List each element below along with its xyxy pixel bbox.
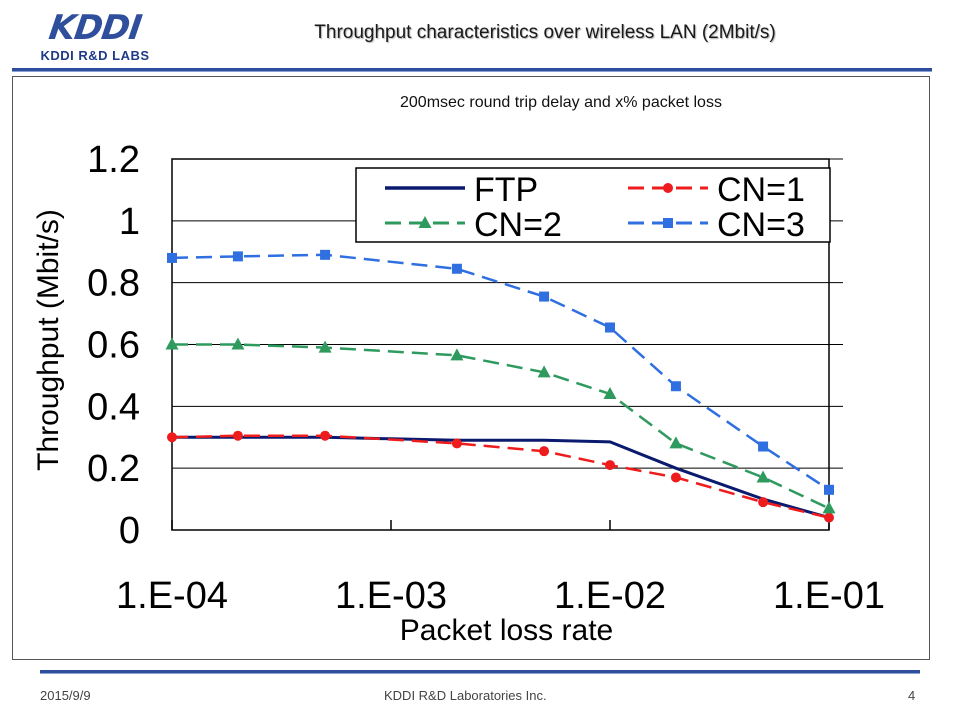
footer-divider-thin: [40, 673, 920, 674]
legend-marker-cn3: [663, 218, 673, 228]
x-tick-label: 1.E-02: [554, 575, 666, 617]
data-point-cn1: [758, 497, 769, 508]
data-point-cn3: [670, 381, 681, 392]
data-point-cn1: [824, 512, 834, 523]
footer-date: 2015/9/9: [40, 688, 91, 703]
legend-label-cn2: CN=2: [474, 206, 562, 244]
y-tick-label: 0.4: [87, 386, 140, 428]
data-point-cn2: [231, 337, 245, 350]
data-point-cn3: [824, 484, 834, 495]
data-point-cn3: [167, 252, 177, 263]
data-point-cn2: [450, 348, 464, 361]
series-line-cn3: [171, 253, 830, 491]
header-divider: [12, 68, 932, 71]
data-point-cn2: [165, 337, 179, 350]
y-tick-label: 1.2: [87, 139, 140, 181]
data-point-cn2: [822, 501, 836, 514]
data-point-cn3: [605, 322, 615, 333]
series-line-cn1: [171, 434, 830, 519]
footer-divider: [40, 670, 920, 673]
data-point-cn1: [320, 430, 331, 441]
x-tick-label: 1.E-04: [116, 575, 228, 617]
y-tick-label: 0: [119, 510, 140, 552]
y-tick-label: 0.6: [87, 325, 140, 367]
data-point-cn2: [603, 386, 617, 399]
page-number: 4: [908, 688, 916, 703]
data-point-cn1: [539, 446, 550, 457]
x-axis-title: Packet loss rate: [400, 614, 613, 647]
data-point-cn3: [320, 249, 331, 260]
data-point-cn2: [669, 436, 683, 449]
legend-box: [355, 167, 831, 243]
data-point-cn2: [318, 340, 332, 353]
data-point-cn1: [232, 430, 243, 441]
data-point-cn3: [758, 441, 769, 452]
data-point-cn1: [605, 460, 615, 471]
series-line-ftp: [172, 435, 830, 520]
x-tick-label: 1.E-03: [335, 575, 447, 617]
series-line-cn2: [172, 343, 830, 510]
header-divider-thin: [12, 71, 932, 72]
legend-label-ftp: FTP: [474, 171, 538, 209]
data-point-cn2: [756, 470, 770, 483]
data-point-cn3: [539, 291, 550, 302]
y-tick-label: 0.8: [87, 263, 140, 305]
x-tick-label: 1.E-01: [773, 575, 885, 617]
legend-label-cn1: CN=1: [717, 171, 805, 209]
data-point-cn1: [167, 432, 177, 443]
chart-frame: [12, 76, 930, 660]
legend-marker-cn1: [663, 183, 673, 193]
legend-marker-cn2: [418, 216, 432, 228]
y-tick-label: 1: [119, 201, 140, 243]
kddi-logo: KDDI KDDI R&D LABS: [36, 8, 154, 64]
data-point-cn1: [451, 438, 462, 449]
data-point-cn3: [451, 263, 462, 274]
footer-organization: KDDI R&D Laboratories Inc.: [384, 688, 547, 703]
legend-label-cn3: CN=3: [717, 206, 805, 244]
y-axis-title: Throughput (Mbit/s): [32, 209, 65, 471]
page-title: Throughput characteristics over wireless…: [314, 22, 776, 43]
data-point-cn3: [232, 251, 243, 262]
data-point-cn1: [670, 472, 681, 483]
y-tick-label: 0.2: [87, 448, 140, 490]
chart-subtitle: 200msec round trip delay and x% packet l…: [400, 94, 722, 111]
data-point-cn2: [537, 365, 551, 378]
logo-subtext: KDDI R&D LABS: [40, 48, 150, 63]
